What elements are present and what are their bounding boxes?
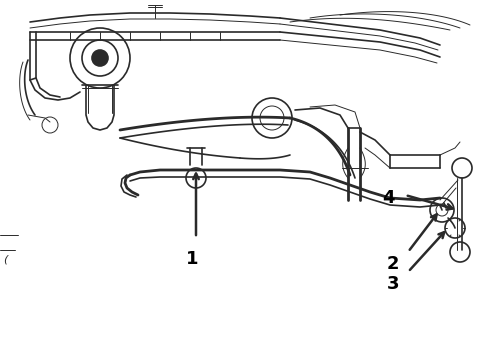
Text: 1: 1	[186, 250, 198, 268]
Text: 4: 4	[382, 189, 394, 207]
Text: 3: 3	[387, 275, 399, 293]
Text: 2: 2	[387, 255, 399, 273]
Text: (: (	[3, 255, 7, 265]
Circle shape	[92, 50, 108, 66]
